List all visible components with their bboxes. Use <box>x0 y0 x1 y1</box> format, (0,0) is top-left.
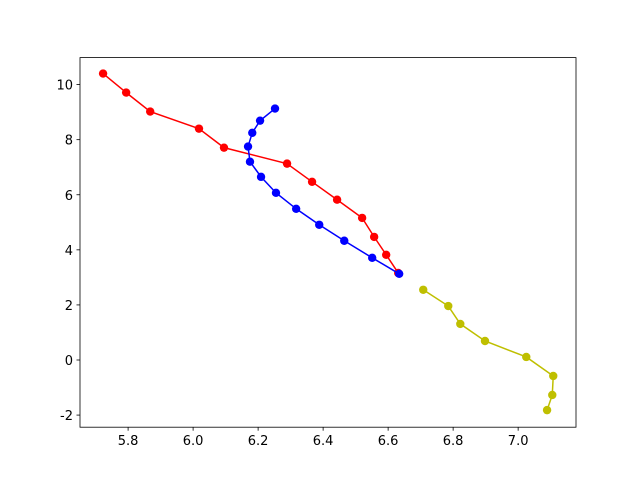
y-tick-label: 2 <box>65 299 73 314</box>
point <box>255 116 265 125</box>
x-tick-label: 6.0 <box>183 434 204 449</box>
point <box>248 128 257 137</box>
point <box>219 143 229 152</box>
plot-frame <box>79 57 577 428</box>
point <box>368 253 377 263</box>
y-tick-label: 6 <box>65 189 73 204</box>
y-tick-label: 10 <box>56 79 73 94</box>
x-tick-label: 6.8 <box>443 434 464 449</box>
x-tick-label: 6.4 <box>313 434 334 449</box>
point <box>271 188 281 198</box>
point <box>282 159 292 168</box>
point <box>146 107 155 116</box>
y-tick-label: -2 <box>60 409 73 424</box>
point <box>332 195 342 204</box>
point <box>444 301 453 311</box>
point <box>480 336 490 346</box>
x-tick-label: 5.8 <box>118 434 139 449</box>
point <box>291 204 301 213</box>
y-tick-label: 0 <box>65 354 73 369</box>
point <box>98 69 108 78</box>
point <box>243 142 253 151</box>
point <box>121 88 131 97</box>
y-tick-label: 4 <box>65 244 73 259</box>
y-tick-label: 8 <box>65 134 73 149</box>
point <box>394 269 404 278</box>
point <box>194 124 204 133</box>
point <box>369 232 379 242</box>
point <box>340 236 349 245</box>
point <box>357 213 367 223</box>
point <box>245 157 255 166</box>
point <box>315 220 324 229</box>
x-tick-label: 6.2 <box>248 434 269 449</box>
point <box>381 250 391 259</box>
point <box>549 371 558 381</box>
point <box>542 405 552 415</box>
point <box>419 285 428 294</box>
x-tick-label: 6.6 <box>378 434 399 449</box>
point <box>456 319 465 329</box>
point <box>270 104 280 113</box>
point <box>307 177 317 187</box>
point <box>548 390 557 400</box>
point <box>256 172 266 182</box>
point <box>522 352 531 362</box>
x-tick-label: 7.0 <box>508 434 529 449</box>
